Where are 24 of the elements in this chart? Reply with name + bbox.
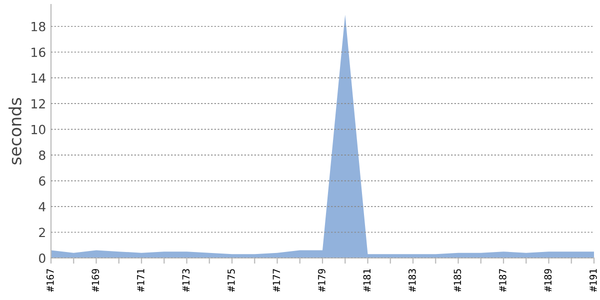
x-tick-label: #185 [454, 269, 462, 292]
x-tick-label: #169 [92, 269, 100, 292]
y-tick-label: 8 [39, 150, 46, 160]
y-axis-title: seconds [8, 98, 22, 164]
x-tick-label: #181 [363, 269, 371, 292]
x-tick-label: #171 [137, 269, 144, 292]
x-tick-label: #173 [182, 269, 190, 292]
y-tick-label: 2 [39, 228, 45, 238]
x-tick-label: #189 [544, 269, 552, 292]
x-tick-label: #177 [272, 269, 280, 292]
x-tick-label: #179 [318, 269, 326, 292]
y-tick-label: 12 [32, 99, 45, 108]
x-tick-label: #187 [498, 269, 506, 292]
y-tick-label: 18 [32, 22, 46, 32]
x-tick-label: #191 [589, 269, 597, 292]
y-tick-label: 4 [38, 202, 46, 212]
x-tick-label: #175 [228, 269, 235, 292]
y-tick-label: 10 [32, 124, 46, 134]
y-tick-label: 0 [39, 253, 46, 263]
x-tick-label: #167 [46, 269, 54, 292]
y-tick-label: 6 [39, 176, 46, 186]
y-tick-label: 16 [32, 48, 46, 58]
y-tick-label: 14 [32, 73, 46, 83]
x-tick-label: #183 [408, 269, 416, 292]
